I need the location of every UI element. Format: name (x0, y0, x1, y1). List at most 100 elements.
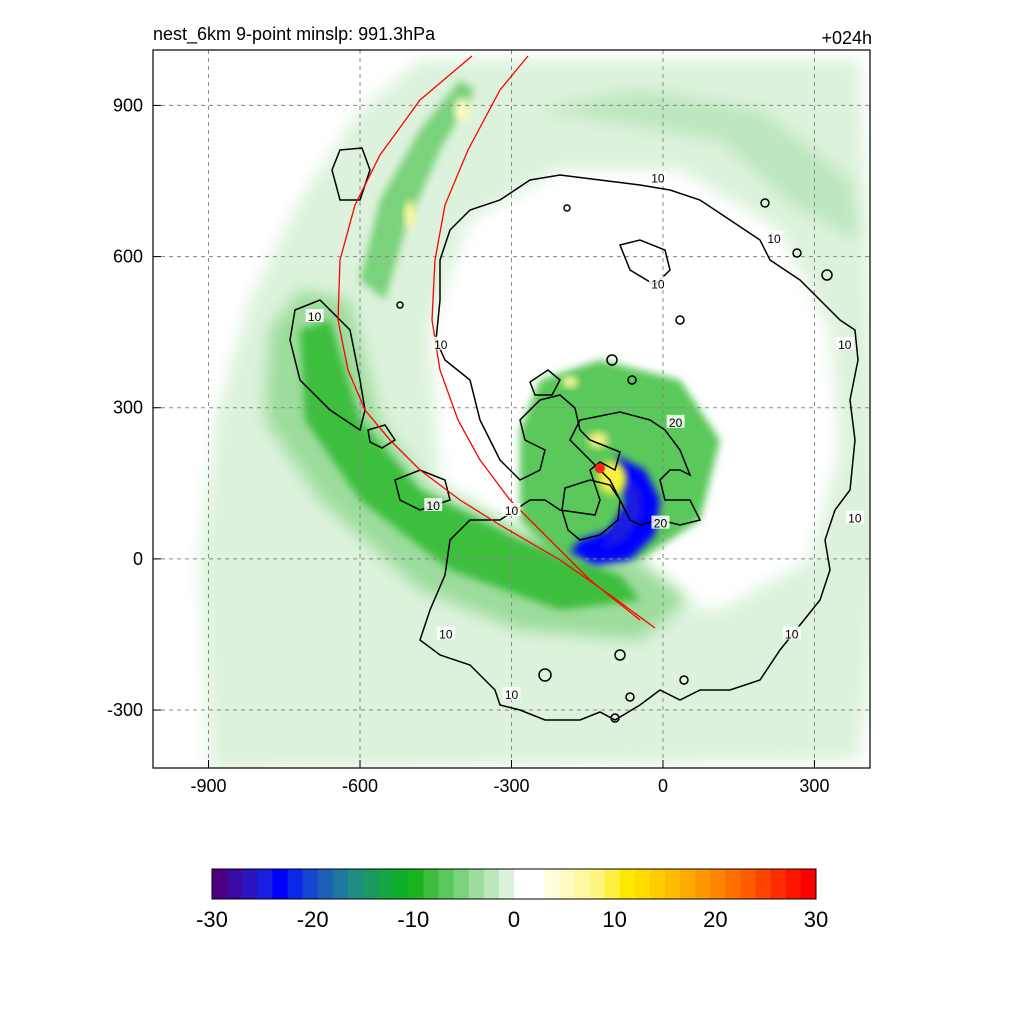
contour-label: 10 (427, 499, 441, 513)
colorbar-swatch (393, 869, 409, 899)
contour-10-dot (563, 204, 571, 212)
contour-label: 20 (669, 416, 683, 430)
x-tick-label: -300 (493, 776, 529, 796)
colorbar-swatch (559, 869, 575, 899)
x-tick-label: 0 (658, 776, 668, 796)
contour-label-bg (835, 336, 854, 350)
contour-10-dot (396, 301, 404, 309)
shaded-yellow-spot (454, 98, 470, 122)
colorbar-swatch (408, 869, 424, 899)
colorbar-swatch (438, 869, 455, 899)
contour-label: 10 (505, 504, 519, 518)
colorbar-swatch (740, 869, 757, 899)
colorbar-swatch (287, 869, 304, 899)
contour-20-inner (569, 411, 702, 526)
chart-title-right: +024h (821, 28, 872, 48)
contour-10-dot (821, 269, 833, 281)
colorbar-swatch (680, 869, 696, 899)
contour-10-dot (614, 649, 626, 661)
colorbar-swatch (634, 869, 651, 899)
contour-label-bg (782, 626, 801, 640)
colorbar-swatch (514, 869, 530, 899)
colorbar-swatch (423, 869, 439, 899)
contour-10-dot (675, 315, 685, 325)
colorbar-swatch (710, 869, 726, 899)
x-tick-label: -900 (191, 776, 227, 796)
contour-10-dot (538, 668, 552, 682)
contour-10-small-blob (367, 424, 397, 449)
colorbar-swatch (317, 869, 334, 899)
colorbar-swatch (589, 869, 606, 899)
y-tick-label: 600 (113, 247, 143, 267)
shaded-north-band (360, 80, 475, 300)
colorbar-swatch (604, 869, 621, 899)
colorbar-swatch (212, 869, 228, 899)
colorbar-swatch (800, 869, 817, 899)
colorbar-tick-label: -20 (297, 907, 329, 932)
x-tick-label: -600 (342, 776, 378, 796)
colorbar-tick-label: 10 (602, 907, 626, 932)
chart-title-left: nest_6km 9-point minslp: 991.3hPa (153, 24, 436, 45)
track-lines (337, 55, 656, 629)
y-tick-label: 900 (113, 95, 143, 115)
shaded-yellow-spot (588, 432, 608, 448)
colorbar-swatch (363, 869, 379, 899)
contour-label: 10 (308, 310, 322, 324)
colorbar-swatch (242, 869, 258, 899)
contour-10-dot (760, 198, 770, 208)
shaded-green-band-dark (300, 320, 640, 610)
colorbar-swatch (574, 869, 590, 899)
contour-10-ne-blob (618, 239, 671, 286)
contour-label-bg (502, 503, 521, 517)
track-a (337, 55, 656, 629)
contour-10-west (289, 299, 366, 432)
shaded-yellow-spot (562, 376, 578, 388)
contour-label: 10 (439, 627, 453, 641)
y-tick-label: -300 (107, 700, 143, 720)
x-axis: -900 -600 -300 0 300 (191, 760, 829, 796)
track-b (431, 55, 641, 621)
colorbar-swatch (695, 869, 711, 899)
colorbar-swatch (665, 869, 681, 899)
contour-20-core (561, 479, 621, 541)
colorbar-swatch (302, 869, 319, 899)
colorbar-swatch (378, 869, 394, 899)
contour-10-dot (625, 692, 635, 702)
colorbar-swatch (649, 869, 666, 899)
colorbar-swatch (755, 869, 772, 899)
contour-label: 10 (838, 338, 852, 352)
contour-10-outer (419, 174, 859, 721)
contour-10-dot (679, 675, 689, 685)
shaded-yellow-spot (404, 201, 416, 229)
contour-10-north-blob (331, 147, 371, 201)
colorbar-swatch (544, 869, 560, 899)
contour-labels: 10 10 10 10 10 10 10 20 20 10 10 10 10 10 (305, 170, 864, 702)
colorbar-tick-label: 0 (508, 907, 520, 932)
contour-10-dot (792, 248, 802, 258)
contour-label: 10 (651, 171, 665, 185)
colorbar-frame (211, 868, 817, 900)
y-axis: -300 0 300 600 900 (107, 95, 161, 720)
contour-label-bg (845, 510, 864, 524)
shaded-yellow-spot (598, 462, 626, 494)
colorbar-swatch (347, 869, 364, 899)
storm-center-marker (594, 463, 605, 474)
shaded-east-band (540, 90, 860, 240)
colorbar (211, 868, 817, 900)
contour-label-bg (305, 309, 324, 323)
colorbar-swatch (468, 869, 485, 899)
colorbar-swatch (483, 869, 500, 899)
contour-label-bg (651, 515, 670, 529)
colorbar-tick-label: -10 (397, 907, 429, 932)
contour-label: 10 (785, 627, 799, 641)
colorbar-swatch (257, 869, 273, 899)
contour-label: 10 (651, 277, 665, 291)
y-tick-label: 0 (133, 549, 143, 569)
shaded-blue-core-dark (600, 475, 642, 550)
contour-10-dot (606, 354, 618, 366)
contour-label: 10 (767, 232, 781, 246)
colorbar-swatch (725, 869, 741, 899)
contour-label-bg (424, 497, 443, 511)
contour-label-bg (502, 686, 521, 700)
